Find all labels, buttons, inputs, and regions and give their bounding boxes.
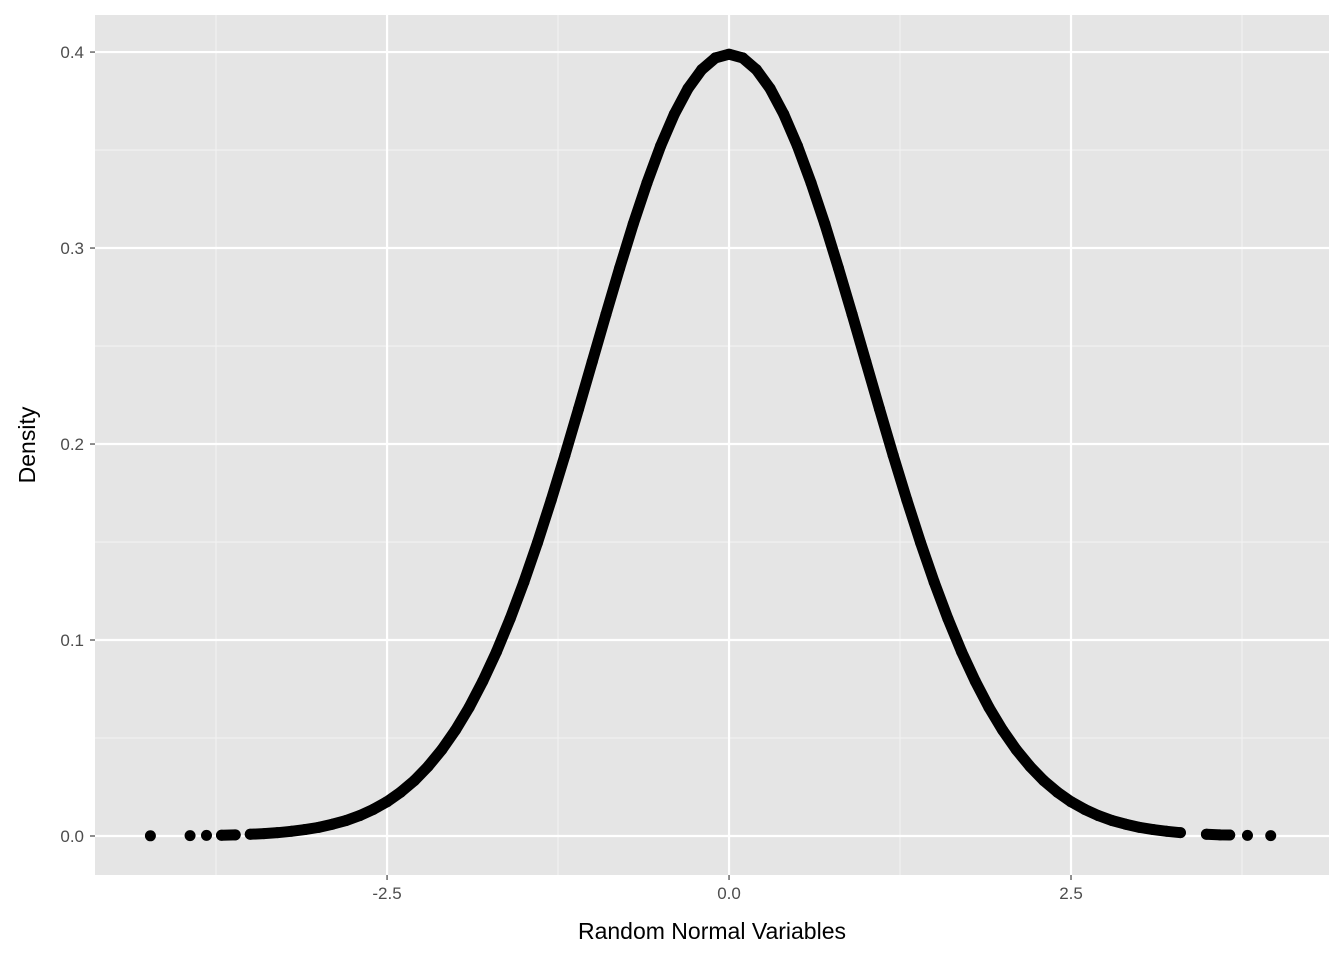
data-point — [505, 613, 516, 624]
data-point — [1079, 804, 1090, 815]
data-point — [145, 830, 156, 841]
data-point — [436, 744, 447, 755]
data-point — [724, 49, 735, 60]
data-point — [901, 495, 912, 506]
data-point — [765, 83, 776, 94]
data-point — [1120, 819, 1131, 830]
data-point — [368, 804, 379, 815]
y-tick-label: 0.2 — [60, 435, 84, 454]
data-point — [819, 218, 830, 229]
data-point — [354, 810, 365, 821]
data-point — [327, 819, 338, 830]
data-point — [888, 450, 899, 461]
data-point — [286, 826, 297, 837]
data-point — [1201, 829, 1212, 840]
data-point — [1024, 761, 1035, 772]
data-point — [669, 109, 680, 120]
data-point — [956, 646, 967, 657]
data-point — [1224, 830, 1235, 841]
data-point — [1038, 775, 1049, 786]
data-point — [929, 577, 940, 588]
data-point — [1066, 796, 1077, 807]
data-point — [806, 177, 817, 188]
data-point — [313, 822, 324, 833]
data-point — [477, 676, 488, 687]
data-point — [1093, 810, 1104, 821]
data-point — [341, 815, 352, 826]
data-point — [628, 218, 639, 229]
data-point — [1148, 824, 1159, 835]
data-point — [464, 702, 475, 713]
data-point — [491, 646, 502, 657]
data-point — [1011, 744, 1022, 755]
data-point — [983, 702, 994, 713]
data-point — [614, 263, 625, 274]
data-point — [641, 177, 652, 188]
data-point — [915, 537, 926, 548]
data-point — [573, 403, 584, 414]
data-point — [860, 356, 871, 367]
y-tick-label: 0.4 — [60, 43, 84, 62]
y-axis-title: Density — [14, 406, 40, 483]
data-point — [532, 537, 543, 548]
data-point — [997, 725, 1008, 736]
data-point — [382, 796, 393, 807]
data-point — [710, 52, 721, 63]
y-tick-label: 0.1 — [60, 631, 84, 650]
data-point — [1242, 830, 1253, 841]
data-point — [546, 495, 557, 506]
data-point — [395, 787, 406, 798]
data-point — [942, 613, 953, 624]
y-tick-label: 0.3 — [60, 239, 84, 258]
x-tick-label: -2.5 — [372, 884, 401, 903]
data-point — [682, 83, 693, 94]
data-point — [423, 761, 434, 772]
x-tick-label: 0.0 — [717, 884, 741, 903]
data-point — [258, 828, 269, 839]
data-point — [1215, 829, 1226, 840]
x-axis-title: Random Normal Variables — [578, 918, 846, 944]
data-point — [185, 830, 196, 841]
y-tick-label: 0.0 — [60, 827, 84, 846]
data-point — [751, 64, 762, 75]
data-point — [245, 829, 256, 840]
data-point — [518, 577, 529, 588]
data-point — [847, 309, 858, 320]
data-point — [655, 140, 666, 151]
data-point — [696, 64, 707, 75]
x-tick-label: 2.5 — [1059, 884, 1083, 903]
data-point — [1134, 822, 1145, 833]
data-point — [272, 827, 283, 838]
data-point — [299, 824, 310, 835]
data-point — [1161, 826, 1172, 837]
data-point — [1107, 815, 1118, 826]
data-point — [792, 140, 803, 151]
data-point — [1052, 787, 1063, 798]
data-point — [1265, 830, 1276, 841]
data-point — [559, 450, 570, 461]
data-point — [874, 403, 885, 414]
data-point — [1175, 827, 1186, 838]
data-point — [778, 109, 789, 120]
data-point — [833, 263, 844, 274]
data-point — [600, 309, 611, 320]
data-point — [216, 830, 227, 841]
data-point — [587, 356, 598, 367]
data-point — [409, 775, 420, 786]
data-point — [737, 52, 748, 63]
data-point — [450, 725, 461, 736]
data-point — [230, 829, 241, 840]
data-point — [201, 830, 212, 841]
data-point — [970, 676, 981, 687]
